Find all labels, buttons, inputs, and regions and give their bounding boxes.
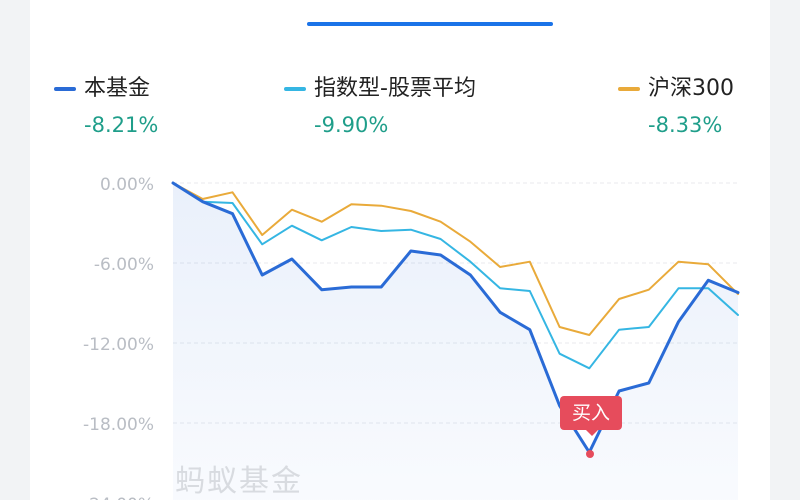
legend-return-fund: -8.21% (84, 113, 159, 137)
legend-swatch-fund (54, 87, 76, 91)
y-tick-label: -24.00% (83, 495, 154, 500)
series-line-csi300 (172, 182, 739, 336)
legend-return-index-avg: -9.90% (314, 113, 389, 137)
y-tick-label: -6.00% (94, 255, 154, 275)
y-tick-label: -18.00% (83, 415, 154, 435)
legend-swatch-index-avg (284, 87, 306, 91)
y-tick-label: -12.00% (83, 335, 154, 355)
performance-line-chart: 0.00% -6.00% -12.00% -18.00% -24.00% (83, 175, 740, 500)
primary-series-area (173, 183, 738, 500)
buy-marker-dot (586, 450, 594, 458)
legend-label-csi300: 沪深300 (648, 76, 734, 101)
active-tab-indicator (307, 22, 553, 26)
y-tick-label: 0.00% (100, 175, 154, 195)
watermark: 蚂蚁基金 (175, 464, 303, 499)
chart-legend: 本基金 -8.21% 指数型-股票平均 -9.90% 沪深300 -8.33% (30, 72, 770, 142)
legend-label-fund: 本基金 (84, 76, 151, 101)
series-line-fund (171, 181, 740, 454)
legend-swatch-csi300 (618, 87, 640, 91)
chart-card: 本基金 -8.21% 指数型-股票平均 -9.90% 沪深300 -8.33% … (30, 0, 770, 500)
legend-label-index-avg: 指数型-股票平均 (314, 76, 476, 101)
series-line-index-avg (172, 182, 739, 370)
buy-marker-label[interactable]: 买入 (560, 396, 622, 436)
legend-return-csi300: -8.33% (648, 113, 723, 137)
